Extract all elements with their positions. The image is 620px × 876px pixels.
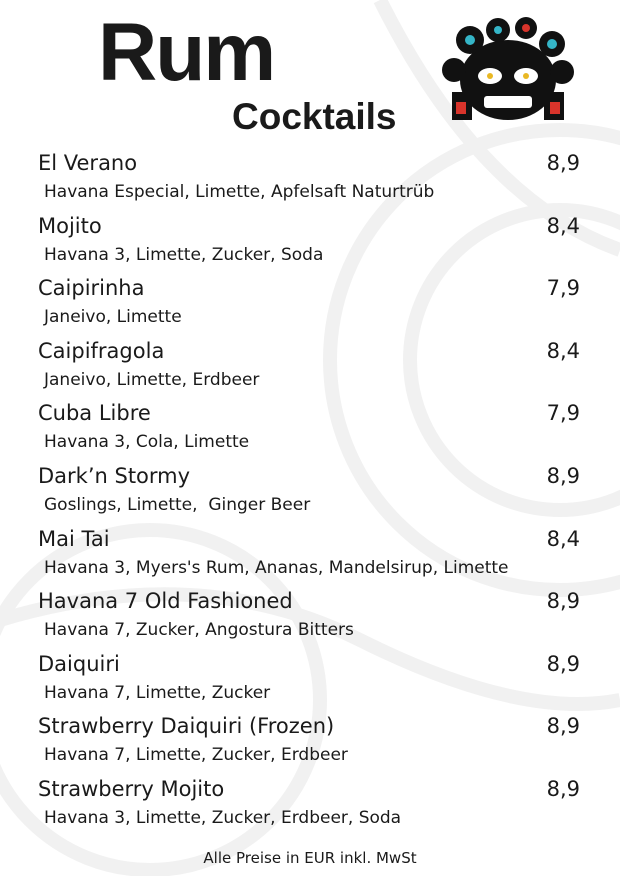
item-ingredients: Havana 7, Zucker, Angostura Bitters bbox=[44, 620, 354, 641]
item-price: 8,9 bbox=[546, 151, 580, 175]
item-name: Dark’n Stormy bbox=[38, 464, 191, 488]
item-name: El Verano bbox=[38, 151, 138, 175]
item-name: Cuba Libre bbox=[38, 401, 151, 426]
item-price: 8,4 bbox=[546, 213, 580, 238]
item-price: 7,9 bbox=[546, 401, 580, 426]
item-ingredients: Janeivo, Limette, Erdbeer bbox=[44, 369, 260, 390]
item-ingredients: Goslings, Limette, Ginger Beer bbox=[44, 495, 311, 515]
item-ingredients: Janeivo, Limette bbox=[44, 307, 182, 328]
item-ingredients: Havana Especial, Limette, Apfelsaft Natu… bbox=[44, 182, 435, 202]
item-price: 8,9 bbox=[546, 589, 580, 614]
item-ingredients: Havana 7, Limette, Zucker, Erdbeer bbox=[44, 745, 348, 766]
item-ingredients: Havana 3, Cola, Limette bbox=[44, 432, 250, 453]
item-price: 8,9 bbox=[546, 464, 580, 488]
item-price: 8,4 bbox=[546, 526, 580, 551]
item-name: Strawberry Mojito bbox=[38, 777, 225, 801]
item-price: 8,4 bbox=[546, 338, 580, 363]
item-ingredients: Havana 3, Limette, Zucker, Erdbeer, Soda bbox=[44, 808, 402, 828]
skull-logo bbox=[442, 17, 574, 120]
item-ingredients: Havana 7, Limette, Zucker bbox=[44, 682, 271, 703]
item-name: Caipirinha bbox=[38, 276, 145, 301]
item-name: Mojito bbox=[38, 213, 102, 238]
footer-note: Alle Preise in EUR inkl. MwSt bbox=[203, 849, 417, 867]
item-price: 8,9 bbox=[546, 777, 580, 801]
item-ingredients: Havana 3, Limette, Zucker, Soda bbox=[44, 244, 324, 265]
subtitle: Cocktails bbox=[232, 96, 397, 137]
item-price: 8,9 bbox=[546, 651, 580, 676]
item-name: Daiquiri bbox=[38, 651, 120, 676]
item-price: 7,9 bbox=[546, 276, 580, 301]
title: Rum bbox=[98, 7, 276, 98]
item-name: Strawberry Daiquiri (Frozen) bbox=[38, 714, 335, 739]
item-name: Caipifragola bbox=[38, 338, 165, 363]
item-name: Mai Tai bbox=[38, 526, 110, 551]
item-name: Havana 7 Old Fashioned bbox=[38, 589, 293, 614]
item-price: 8,9 bbox=[546, 714, 580, 739]
item-ingredients: Havana 3, Myers's Rum, Ananas, Mandelsir… bbox=[44, 557, 509, 578]
